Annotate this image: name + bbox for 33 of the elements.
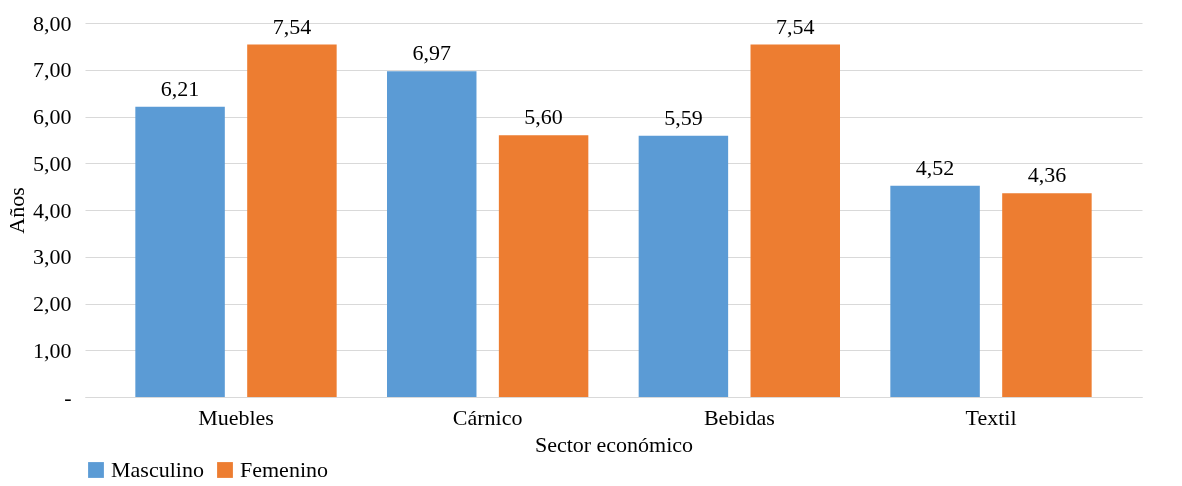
- data-label: 6,97: [412, 40, 451, 66]
- x-tick-label: Bebidas: [703, 404, 775, 430]
- legend-label: Femenino: [240, 457, 328, 482]
- bar: [638, 135, 729, 397]
- bar: [498, 135, 589, 397]
- y-tick-label: 6,00: [33, 104, 72, 129]
- y-tick-label: 3,00: [33, 244, 72, 270]
- bar: [1002, 193, 1092, 397]
- y-tick-label: 1,00: [33, 337, 72, 363]
- bar: [135, 106, 225, 397]
- y-tick-label: 5,00: [33, 150, 72, 176]
- data-label: 7,54: [776, 13, 815, 39]
- data-label: 4,36: [1027, 162, 1067, 188]
- data-label: 5,59: [664, 104, 703, 130]
- y-tick-label: 7,00: [33, 57, 72, 83]
- y-axis-title: Años: [4, 187, 29, 234]
- y-tick-label: 8,00: [33, 10, 72, 36]
- data-label: 5,60: [524, 104, 563, 130]
- bar: [387, 71, 477, 397]
- bar: [890, 185, 980, 397]
- x-tick-label: Textil: [965, 404, 1017, 430]
- y-tick-label: 2,00: [33, 291, 72, 316]
- bar: [247, 44, 337, 397]
- data-label: 7,54: [272, 13, 312, 39]
- x-axis-title: Sector económico: [534, 431, 694, 457]
- legend-label: Masculino: [111, 457, 204, 482]
- y-tick-label: 4,00: [33, 197, 72, 223]
- x-tick-label: Cárnico: [452, 404, 523, 430]
- data-label: 4,52: [915, 154, 955, 180]
- data-label: 6,21: [160, 75, 200, 101]
- bar: [750, 44, 840, 397]
- x-tick-label: Muebles: [198, 404, 274, 430]
- y-tick-label: -: [64, 384, 72, 410]
